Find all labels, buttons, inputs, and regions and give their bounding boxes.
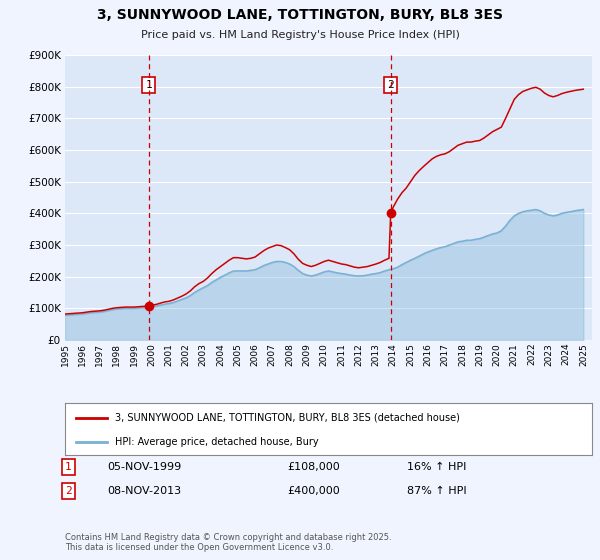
- Text: 1: 1: [145, 80, 152, 90]
- Text: 87% ↑ HPI: 87% ↑ HPI: [407, 486, 467, 496]
- Text: £400,000: £400,000: [287, 486, 340, 496]
- Text: 3, SUNNYWOOD LANE, TOTTINGTON, BURY, BL8 3ES: 3, SUNNYWOOD LANE, TOTTINGTON, BURY, BL8…: [97, 8, 503, 22]
- Text: 2: 2: [388, 80, 394, 90]
- Text: 05-NOV-1999: 05-NOV-1999: [107, 462, 181, 472]
- Text: Price paid vs. HM Land Registry's House Price Index (HPI): Price paid vs. HM Land Registry's House …: [140, 30, 460, 40]
- Text: 08-NOV-2013: 08-NOV-2013: [107, 486, 181, 496]
- Text: HPI: Average price, detached house, Bury: HPI: Average price, detached house, Bury: [115, 437, 319, 447]
- Text: Contains HM Land Registry data © Crown copyright and database right 2025.
This d: Contains HM Land Registry data © Crown c…: [65, 533, 392, 552]
- Text: £108,000: £108,000: [287, 462, 340, 472]
- Text: 2: 2: [65, 486, 72, 496]
- Text: 16% ↑ HPI: 16% ↑ HPI: [407, 462, 466, 472]
- Text: 3, SUNNYWOOD LANE, TOTTINGTON, BURY, BL8 3ES (detached house): 3, SUNNYWOOD LANE, TOTTINGTON, BURY, BL8…: [115, 413, 460, 423]
- Text: 1: 1: [65, 462, 72, 472]
